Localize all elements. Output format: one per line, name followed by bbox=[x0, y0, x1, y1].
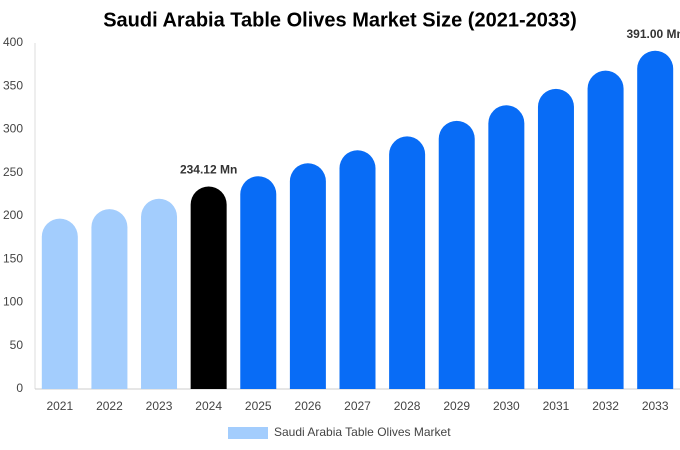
y-tick-label: 0 bbox=[16, 381, 23, 395]
bar bbox=[438, 120, 475, 389]
y-tick-label: 400 bbox=[3, 35, 23, 49]
bar bbox=[141, 198, 178, 389]
bar bbox=[637, 50, 674, 389]
y-tick-label: 50 bbox=[10, 338, 24, 352]
chart-title: Saudi Arabia Table Olives Market Size (2… bbox=[103, 9, 577, 31]
y-tick-label: 300 bbox=[3, 122, 23, 136]
bar bbox=[339, 150, 376, 389]
y-tick-label: 250 bbox=[3, 165, 23, 179]
x-tick-label: 2030 bbox=[493, 399, 520, 413]
legend-label: Saudi Arabia Table Olives Market bbox=[274, 425, 451, 439]
bar bbox=[537, 88, 574, 389]
x-tick-label: 2031 bbox=[543, 399, 570, 413]
y-tick-label: 200 bbox=[3, 208, 23, 222]
bar bbox=[91, 209, 128, 389]
y-tick-label: 150 bbox=[3, 251, 23, 265]
y-tick-label: 350 bbox=[3, 78, 23, 92]
x-tick-label: 2024 bbox=[195, 399, 222, 413]
x-tick-label: 2021 bbox=[46, 399, 73, 413]
x-tick-label: 2029 bbox=[443, 399, 470, 413]
y-tick-label: 100 bbox=[3, 295, 23, 309]
bar bbox=[190, 186, 227, 389]
x-tick-label: 2025 bbox=[245, 399, 272, 413]
bar bbox=[240, 176, 277, 389]
bar bbox=[41, 218, 78, 389]
x-tick-label: 2033 bbox=[642, 399, 669, 413]
bar bbox=[289, 163, 326, 389]
x-tick-label: 2028 bbox=[394, 399, 421, 413]
x-tick-label: 2023 bbox=[146, 399, 173, 413]
value-label: 391.00 Mn bbox=[627, 27, 680, 41]
bar bbox=[587, 70, 624, 390]
value-label: 234.12 Mn bbox=[180, 163, 237, 177]
bar bbox=[488, 105, 525, 389]
x-tick-label: 2032 bbox=[592, 399, 619, 413]
x-tick-label: 2027 bbox=[344, 399, 371, 413]
x-tick-label: 2022 bbox=[96, 399, 123, 413]
bar bbox=[389, 136, 426, 389]
legend-swatch bbox=[228, 427, 268, 439]
x-tick-label: 2026 bbox=[295, 399, 322, 413]
